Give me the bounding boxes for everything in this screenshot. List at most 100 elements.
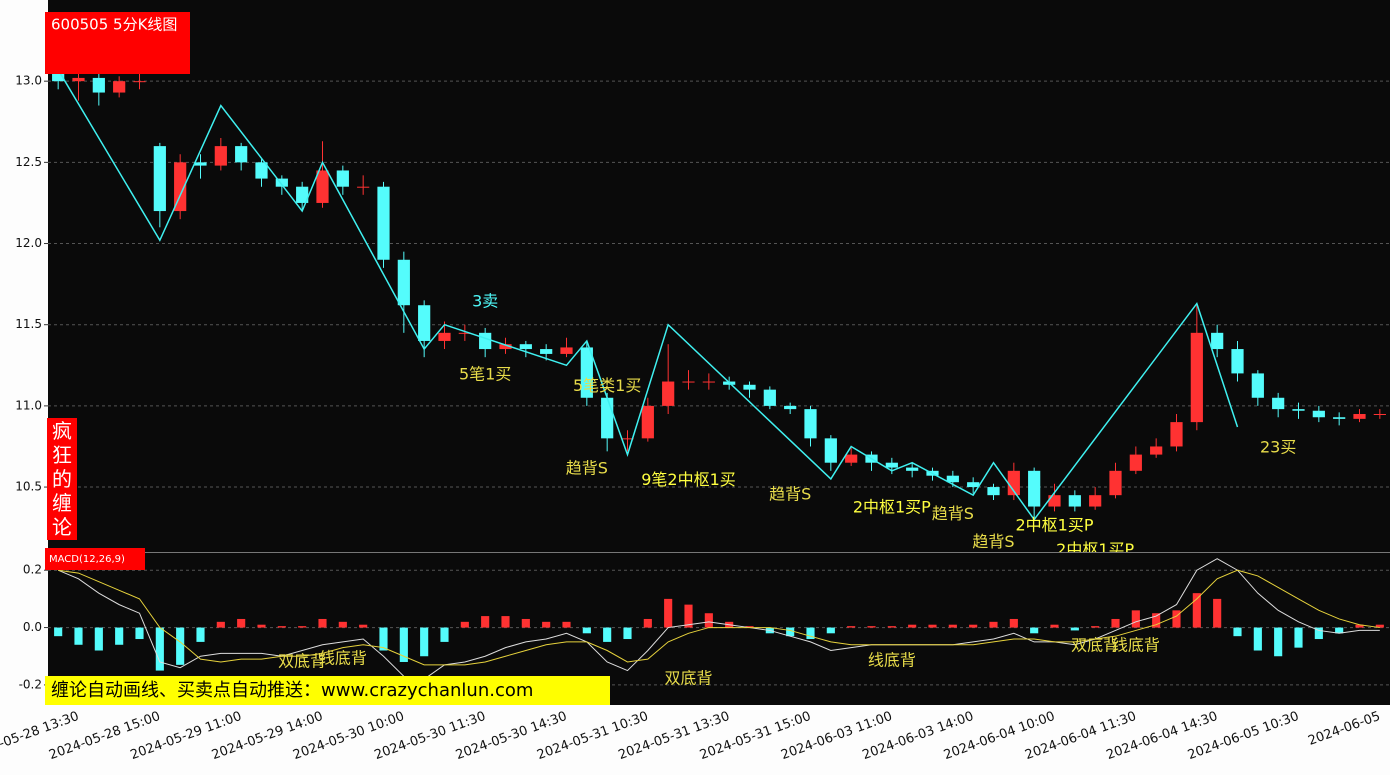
annotation: 9笔2中枢1买 <box>641 470 736 489</box>
macd-bar <box>460 621 469 628</box>
macd-bar <box>1335 627 1344 634</box>
macd-bar <box>1253 627 1262 651</box>
candle-body <box>804 409 817 439</box>
macd-bar <box>908 624 917 628</box>
macd-bar <box>969 624 978 628</box>
macd-bar <box>562 621 571 628</box>
candle-body <box>621 438 634 440</box>
candle-body <box>72 77 85 82</box>
annotation: 线底背 <box>1112 635 1160 654</box>
macd-bar <box>54 627 63 637</box>
macd-bar <box>1375 624 1384 628</box>
macd-bar <box>582 627 591 634</box>
macd-bar <box>1131 610 1140 628</box>
candle-body <box>1150 446 1163 455</box>
candle-body <box>946 475 959 483</box>
candle-body <box>967 482 980 488</box>
macd-bar <box>1111 618 1120 628</box>
candle-body <box>1312 410 1325 418</box>
macd-bar <box>440 627 449 642</box>
candle-body <box>702 381 715 383</box>
macd-bar <box>216 621 225 628</box>
annotation: 5笔1买 <box>459 365 511 384</box>
macd-bar <box>1294 627 1303 648</box>
candle-body <box>1089 495 1102 507</box>
macd-bar <box>237 618 246 628</box>
macd-bar <box>1355 624 1364 628</box>
candle-body <box>316 170 329 203</box>
macd-bar <box>847 626 856 628</box>
annotation: 23买 <box>1260 438 1296 457</box>
candle-body <box>458 332 471 334</box>
annotation: 双底背 <box>1071 635 1119 654</box>
candle-body <box>1068 495 1081 507</box>
annotation: 5笔类1买 <box>573 376 641 395</box>
candle-body <box>336 170 349 187</box>
candle-body <box>662 381 675 406</box>
candle-body <box>1231 349 1244 374</box>
stroke-line <box>57 69 1239 521</box>
macd-bar <box>1152 613 1161 628</box>
macd-bar <box>643 618 652 628</box>
macd-bar <box>948 624 957 628</box>
candle-body <box>1007 470 1020 496</box>
candle-body <box>1109 470 1122 496</box>
candle-body <box>560 347 573 354</box>
candle-body <box>845 454 858 463</box>
annotation: 2中枢1买P <box>853 498 931 517</box>
annotation: 3卖 <box>472 291 498 310</box>
macd-bar <box>155 627 164 671</box>
candle-body <box>1272 397 1285 410</box>
macd-bar <box>1274 627 1283 657</box>
macd-bar <box>603 627 612 642</box>
candle-body <box>580 347 593 398</box>
candle-body <box>133 81 146 83</box>
candle-body <box>153 146 166 212</box>
macd-bar <box>94 627 103 651</box>
candle-body <box>601 397 614 439</box>
macd-bar <box>379 627 388 651</box>
macd-bar <box>318 618 327 628</box>
macd-bar <box>887 626 896 628</box>
annotation: 2中枢1买P <box>1056 540 1134 559</box>
macd-bar <box>521 618 530 628</box>
candle-body <box>1251 373 1264 398</box>
macd-bar <box>74 627 83 645</box>
candle-body <box>214 146 227 166</box>
candle-body <box>499 344 512 350</box>
macd-bar <box>298 626 307 628</box>
y-tick-label: 0.0 <box>23 620 42 634</box>
macd-bar <box>989 621 998 628</box>
candle-body <box>763 389 776 406</box>
macd-bar <box>176 627 185 665</box>
annotation: 2中枢1买P <box>1015 516 1093 535</box>
macd-bar <box>1213 598 1222 628</box>
candle-body <box>784 405 797 410</box>
macd-bar <box>806 627 815 640</box>
candle-body <box>1353 414 1366 419</box>
chart-title: 600505 5分K线图 <box>51 16 177 34</box>
candle-body <box>438 332 451 341</box>
macd-bar <box>420 627 429 657</box>
macd-bar <box>1009 618 1018 628</box>
macd-bar <box>399 627 408 662</box>
title-box <box>45 12 190 74</box>
annotation: 双底背 <box>278 651 326 670</box>
candle-body <box>1048 495 1061 507</box>
y-tick-label: 0.2 <box>23 563 42 577</box>
macd-bar <box>257 624 266 628</box>
macd-bar <box>664 598 673 628</box>
candle-body <box>357 186 370 188</box>
x-tick-label: 2024-06-05 <box>1306 709 1382 749</box>
macd-bar <box>359 624 368 628</box>
macd-bar <box>338 621 347 628</box>
annotation: 趋背S <box>769 485 811 504</box>
macd-bar <box>115 627 124 645</box>
candle-body <box>113 81 126 93</box>
macd-bar <box>1172 610 1181 628</box>
candle-body <box>397 259 410 306</box>
macd-line <box>58 569 1380 666</box>
macd-bar <box>1091 626 1100 628</box>
